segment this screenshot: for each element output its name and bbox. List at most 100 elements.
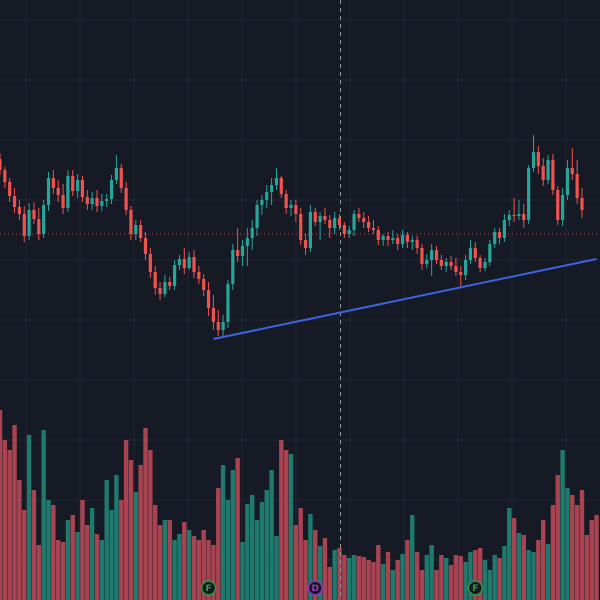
candle-body [527,168,531,220]
candle-body [425,260,429,264]
event-marker-label: D [312,584,319,594]
volume-bar [453,555,459,600]
volume-bar [516,533,522,600]
candle-body [488,244,492,262]
candle-body [85,197,89,204]
candle-body [556,190,560,220]
volume-bar [230,470,235,600]
trendline[interactable] [213,258,597,340]
volume-bar [133,492,138,600]
volume-bar [22,510,27,600]
candle-body [105,199,109,201]
volume-bar [371,562,376,600]
volume-bar [191,536,197,600]
volume-bar [322,538,328,600]
candle-body [250,228,254,238]
volume-bar [589,520,594,600]
candle-body [80,180,85,197]
candle-body [289,205,293,208]
candle-body [197,272,201,279]
volume-bar [492,555,497,600]
candle-body [497,232,502,238]
candle-body [449,262,453,266]
candle-body [148,254,152,272]
candle-body [206,290,211,308]
volume-bar [434,570,439,600]
volume-bar [254,520,260,600]
volume-bar [419,570,425,600]
volume-bar [405,540,410,600]
volume-bar [507,508,512,600]
volume-bar [448,565,454,600]
volume-bar [70,515,75,600]
candle-body [231,250,235,284]
candle-body [245,238,249,246]
volume-bar [196,540,202,600]
candle-body [444,262,448,266]
candle-body [114,168,118,180]
candle-body [61,195,65,208]
candle-body [308,212,312,248]
candle-body [391,238,395,240]
candle-body [27,210,31,236]
candle-body [575,174,579,198]
candle-body [483,262,487,268]
volume-bar [511,518,517,600]
volume-bar [502,546,507,600]
candle-body [173,265,177,286]
volume-bar [153,505,158,600]
candle-body [134,225,138,234]
volume-bar [298,508,303,600]
volume-bar [283,450,289,600]
candle-body [376,230,380,240]
candle-body [371,228,376,230]
volume-bar [555,475,560,600]
candle-body [512,215,516,216]
candle-body [260,200,264,205]
volume-bar [361,557,366,600]
candle-body [551,160,555,190]
volume-bar [308,514,313,600]
candle-body [367,222,371,228]
volume-bar [99,540,105,600]
candle-body [32,210,36,219]
volume-bar [157,525,163,600]
candle-body [303,240,308,248]
candle-body [236,250,240,256]
volume-bar [570,495,575,600]
candle-body [158,288,162,294]
dividend-event-marker[interactable]: D [307,580,323,596]
volume-bar [240,542,245,600]
volume-bar [565,488,570,600]
candle-body [478,258,482,268]
candle-body [279,178,283,194]
earnings-event-marker[interactable]: F [467,580,484,596]
volume-bar [12,425,17,600]
volume-bar [109,510,114,600]
candle-body [139,225,143,238]
candle-body [168,282,172,286]
candle-body [56,188,60,195]
volume-bar [536,540,541,600]
volume-bar [541,520,546,600]
candle-body [163,282,167,294]
volume-bar [0,410,3,600]
volume-bar [424,555,429,600]
candle-body [313,212,317,222]
candle-body [187,257,191,268]
volume-bar [85,525,90,600]
earnings-event-marker[interactable]: F [200,580,217,596]
candle-body [434,250,439,260]
volume-bar [123,440,129,600]
candle-body [328,220,332,228]
volume-bar [545,544,551,600]
event-marker-label: F [472,584,478,594]
volume-bar [75,532,80,600]
volume-bar [89,508,95,600]
candle-body [100,201,104,206]
volume-bar [337,548,342,600]
volume-bar [250,495,255,600]
candle-body [347,230,351,234]
